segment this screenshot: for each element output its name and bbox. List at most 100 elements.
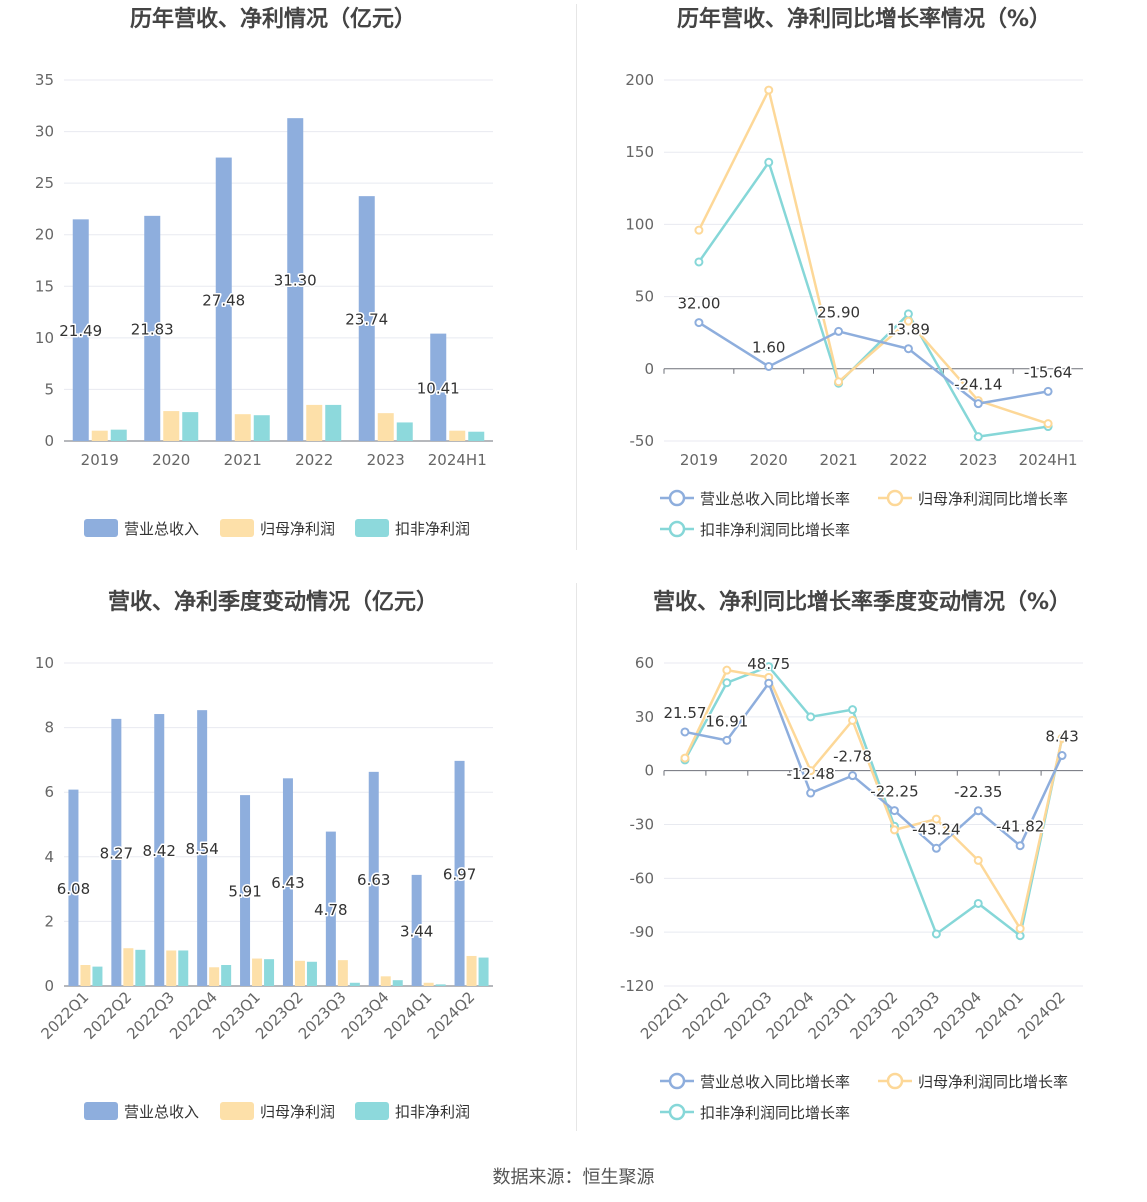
- bar-data-label: 6.63: [357, 871, 390, 889]
- series-point: [1057, 751, 1067, 761]
- legend-label[interactable]: 归母净利润: [260, 520, 335, 538]
- legend-label[interactable]: 归母净利润同比增长率: [918, 490, 1068, 508]
- bar-parent-profit: [163, 411, 180, 441]
- series-point: [931, 843, 941, 853]
- y-tick-label: 0: [644, 360, 654, 378]
- bar-parent-profit: [91, 430, 108, 441]
- legend-swatch-marker[interactable]: [886, 1072, 904, 1090]
- series-line: [698, 321, 1049, 405]
- legend-swatch[interactable]: [220, 519, 254, 537]
- legend-swatch[interactable]: [220, 1102, 254, 1120]
- bar-parent-profit: [209, 967, 220, 986]
- bar-data-label: 21.49: [59, 322, 102, 340]
- y-tick-label: 25: [35, 174, 54, 192]
- bar-deducted-profit: [264, 959, 275, 986]
- bar-deducted-profit: [221, 965, 232, 986]
- legend-label[interactable]: 扣非净利润同比增长率: [700, 1104, 850, 1122]
- series-point: [848, 771, 858, 781]
- bar-data-label: 4.78: [314, 901, 347, 919]
- series-point: [973, 432, 983, 442]
- bar-data-label: 6.08: [57, 880, 90, 898]
- legend-swatch-marker[interactable]: [668, 1103, 686, 1121]
- series-point: [764, 662, 774, 672]
- y-tick-label: 2: [44, 912, 54, 930]
- y-tick-label: 5: [44, 380, 54, 398]
- bar-parent-profit: [449, 430, 466, 441]
- bar-parent-profit: [377, 413, 394, 441]
- y-tick-label: 10: [35, 329, 54, 347]
- line-data-label: -2.78: [833, 748, 872, 766]
- line-data-label: 16.91: [705, 712, 748, 730]
- series-point: [680, 727, 690, 737]
- x-tick-label: 2024H1: [428, 451, 487, 469]
- legend-label[interactable]: 归母净利润同比增长率: [918, 1073, 1068, 1091]
- legend-swatch[interactable]: [84, 1102, 118, 1120]
- y-tick-label: 15: [35, 277, 54, 295]
- bar-parent-profit: [306, 404, 323, 441]
- line-data-label: 8.43: [1045, 728, 1078, 746]
- bar-parent-profit: [337, 960, 348, 986]
- series-point: [1015, 841, 1025, 851]
- quarterly-growth-panel: 营收、净利同比增长率季度变动情况（%） -120 -90 -60 -30 0 30 60 202…: [574, 583, 1147, 1166]
- bar-data-label: 8.54: [185, 840, 218, 858]
- bar-revenue: [430, 333, 447, 441]
- bar-revenue: [325, 831, 336, 986]
- y-tick-label: 0: [644, 762, 654, 780]
- y-tick-label: -50: [630, 432, 655, 450]
- legend-label[interactable]: 归母净利润: [260, 1103, 335, 1121]
- x-tick-label: 2022: [295, 451, 333, 469]
- bar-revenue: [111, 718, 122, 986]
- series-point: [834, 326, 844, 336]
- x-tick-label: 2021: [819, 451, 857, 469]
- bar-deducted-profit: [392, 980, 403, 986]
- series-point: [1015, 931, 1025, 941]
- legend-label[interactable]: 营业总收入: [124, 1103, 199, 1121]
- y-tick-label: 200: [625, 71, 654, 89]
- bar-deducted-profit: [349, 982, 360, 986]
- legend-swatch[interactable]: [84, 519, 118, 537]
- bar-revenue: [287, 118, 304, 442]
- bar-parent-profit: [380, 976, 391, 986]
- line-data-label: -12.48: [786, 765, 834, 783]
- bar-data-label: 31.30: [274, 272, 317, 290]
- y-tick-label: -60: [630, 869, 655, 887]
- y-tick-label: 0: [44, 977, 54, 995]
- bar-data-label: 5.91: [228, 883, 261, 901]
- legend-swatch-marker[interactable]: [668, 520, 686, 538]
- annual-growth-chart: 历年营收、净利同比增长率情况（%） -50 0 50 100 150 200 2019 2020…: [625, 6, 1083, 539]
- legend-label[interactable]: 营业总收入: [124, 520, 199, 538]
- bar-data-label: 21.83: [131, 320, 174, 338]
- legend-label[interactable]: 营业总收入同比增长率: [700, 1073, 850, 1091]
- bar-parent-profit: [252, 958, 263, 986]
- legend-swatch[interactable]: [355, 519, 389, 537]
- series-point: [889, 825, 899, 835]
- y-tick-label: 35: [35, 71, 54, 89]
- series-point: [764, 678, 774, 688]
- bar-revenue: [240, 795, 251, 986]
- y-tick-label: 8: [44, 719, 54, 737]
- legend-label[interactable]: 营业总收入同比增长率: [700, 490, 850, 508]
- series-point: [903, 344, 913, 354]
- series-point: [806, 766, 816, 776]
- chart-title: 营收、净利季度变动情况（亿元）: [108, 589, 438, 615]
- line-data-label: -15.64: [1024, 363, 1072, 381]
- line-data-label: 32.00: [677, 295, 720, 313]
- bar-parent-profit: [123, 948, 134, 986]
- bar-deducted-profit: [435, 984, 446, 986]
- bar-revenue: [72, 219, 89, 441]
- series-point: [931, 814, 941, 824]
- x-tick-label: 2023: [367, 451, 405, 469]
- legend-swatch[interactable]: [355, 1102, 389, 1120]
- legend-swatch-marker[interactable]: [668, 1072, 686, 1090]
- y-tick-label: 60: [635, 654, 654, 672]
- series-point: [848, 705, 858, 715]
- legend-label[interactable]: 扣非净利润同比增长率: [700, 521, 850, 539]
- legend-swatch-marker[interactable]: [886, 489, 904, 507]
- legend-label[interactable]: 扣非净利润: [395, 1103, 470, 1121]
- bar-data-label: 27.48: [202, 291, 245, 309]
- line-data-label: 1.60: [752, 338, 785, 356]
- series-point: [764, 85, 774, 95]
- legend-label[interactable]: 扣非净利润: [395, 520, 470, 538]
- legend-swatch-marker[interactable]: [668, 489, 686, 507]
- series-point: [931, 929, 941, 939]
